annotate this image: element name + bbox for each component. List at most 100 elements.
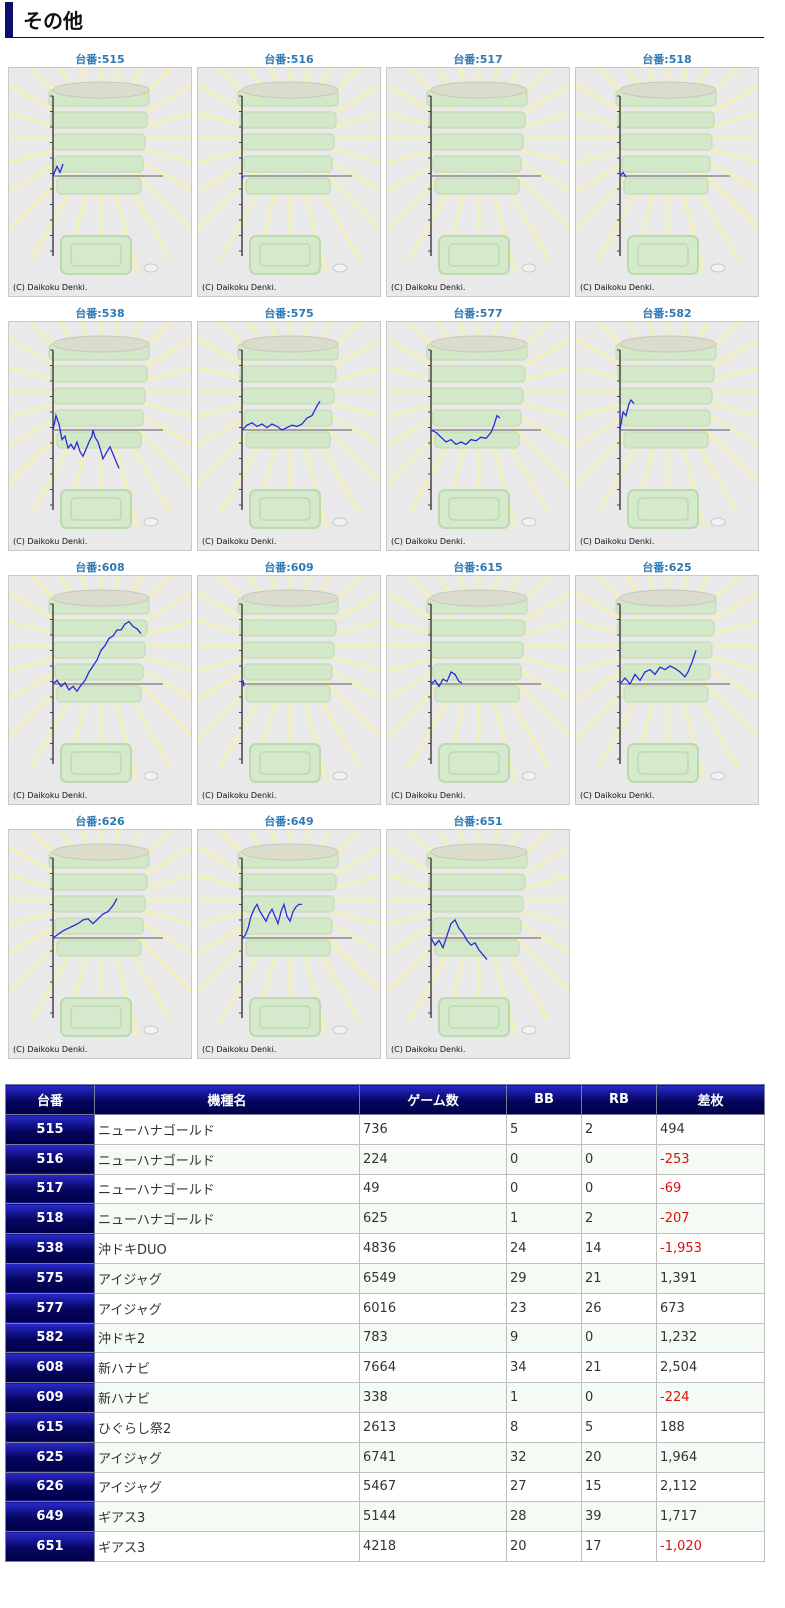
graph-title[interactable]: 台番:515 [75, 53, 125, 66]
bg-tray [432, 409, 522, 427]
graph-svg [198, 576, 380, 786]
bg-tray [239, 619, 337, 637]
cell-machine-no[interactable]: 515 [5, 1114, 95, 1145]
bg-ray [387, 400, 441, 419]
bg-coin [143, 1025, 159, 1035]
bg-ray [323, 338, 380, 374]
graph-card[interactable]: 台番:517 (C) Daikoku Denki. [386, 48, 570, 301]
bg-ray [512, 338, 569, 374]
table-row: 582 沖ドキ2 783 9 0 1,232 [5, 1322, 765, 1354]
bg-box-inner [637, 497, 689, 521]
bg-ray [9, 400, 63, 419]
graph-title[interactable]: 台番:517 [453, 53, 503, 66]
graph-title[interactable]: 台番:577 [453, 307, 503, 320]
bg-tray-top [430, 81, 528, 99]
cell-games: 6016 [359, 1292, 507, 1324]
bg-ray [134, 918, 191, 954]
table-row: 649 ギアス3 5144 28 39 1,717 [5, 1501, 765, 1533]
cell-machine-no[interactable]: 517 [5, 1173, 95, 1205]
graph-card[interactable]: 台番:538 (C) Daikoku Denki. [8, 302, 192, 555]
graph-card[interactable]: 台番:651 (C) Daikoku Denki. [386, 810, 570, 1063]
bg-ray [576, 410, 635, 447]
cell-model-name: ニューハナゴールド [94, 1203, 360, 1235]
cell-model-name: ひぐらし祭2 [94, 1411, 360, 1443]
cell-machine-no[interactable]: 575 [5, 1262, 95, 1294]
cell-machine-no[interactable]: 615 [5, 1411, 95, 1443]
cell-machine-no[interactable]: 538 [5, 1233, 95, 1264]
graph-card[interactable]: 台番:582 (C) Daikoku Denki. [575, 302, 759, 555]
cell-machine-no[interactable]: 516 [5, 1143, 95, 1175]
graph-frame: (C) Daikoku Denki. [575, 575, 759, 805]
cell-rb: 0 [581, 1382, 657, 1413]
bg-tray [241, 133, 335, 151]
graph-title[interactable]: 台番:649 [264, 815, 314, 828]
bg-ray [128, 165, 191, 231]
bg-ray [387, 654, 441, 673]
graph-title[interactable]: 台番:582 [642, 307, 692, 320]
bg-ray [576, 619, 630, 638]
bg-ray [517, 654, 569, 672]
bg-ray [387, 845, 446, 882]
cell-machine-no[interactable]: 651 [5, 1531, 95, 1562]
cell-rb: 39 [581, 1501, 657, 1533]
graph-title[interactable]: 台番:615 [453, 561, 503, 574]
cell-bb: 34 [506, 1352, 582, 1384]
bg-ray [576, 83, 635, 120]
graph-copyright: (C) Daikoku Denki. [13, 283, 88, 292]
bg-ray [706, 620, 758, 638]
cell-machine-no[interactable]: 649 [5, 1501, 95, 1533]
cell-bb: 1 [506, 1382, 582, 1413]
bg-ray [128, 927, 191, 993]
bg-tray [434, 177, 520, 195]
cell-rb: 2 [581, 1203, 657, 1235]
graph-card[interactable]: 台番:626 (C) Daikoku Denki. [8, 810, 192, 1063]
graph-card[interactable]: 台番:609 (C) Daikoku Denki. [197, 556, 381, 809]
graph-title[interactable]: 台番:626 [75, 815, 125, 828]
graph-card[interactable]: 台番:518 (C) Daikoku Denki. [575, 48, 759, 301]
cell-machine-no[interactable]: 608 [5, 1352, 95, 1384]
bg-ray [9, 146, 63, 165]
graph-title[interactable]: 台番:538 [75, 307, 125, 320]
graph-title[interactable]: 台番:518 [642, 53, 692, 66]
graph-card[interactable]: 台番:516 (C) Daikoku Denki. [197, 48, 381, 301]
graph-frame: (C) Daikoku Denki. [8, 67, 192, 297]
table-row: 608 新ハナビ 7664 34 21 2,504 [5, 1352, 765, 1384]
graph-card[interactable]: 台番:625 (C) Daikoku Denki. [575, 556, 759, 809]
bg-ray [198, 654, 252, 673]
graph-title[interactable]: 台番:609 [264, 561, 314, 574]
bg-tray [52, 895, 146, 913]
graph-line [241, 400, 321, 431]
bg-tray [428, 111, 526, 129]
cell-machine-no[interactable]: 626 [5, 1471, 95, 1503]
bg-ray [317, 165, 380, 231]
graph-card[interactable]: 台番:515 (C) Daikoku Denki. [8, 48, 192, 301]
bg-box-inner [259, 751, 311, 775]
graph-card[interactable]: 台番:608 (C) Daikoku Denki. [8, 556, 192, 809]
graph-title[interactable]: 台番:516 [264, 53, 314, 66]
graph-title[interactable]: 台番:575 [264, 307, 314, 320]
table-row: 538 沖ドキDUO 4836 24 14 -1,953 [5, 1233, 765, 1264]
bg-ray [328, 908, 380, 926]
cell-games: 736 [359, 1114, 507, 1145]
graph-title[interactable]: 台番:608 [75, 561, 125, 574]
graph-title[interactable]: 台番:651 [453, 815, 503, 828]
cell-machine-no[interactable]: 582 [5, 1322, 95, 1354]
graph-card[interactable]: 台番:577 (C) Daikoku Denki. [386, 302, 570, 555]
graph-card[interactable]: 台番:575 (C) Daikoku Denki. [197, 302, 381, 555]
bg-ray [198, 664, 257, 701]
graph-frame: (C) Daikoku Denki. [8, 829, 192, 1059]
cell-machine-no[interactable]: 577 [5, 1292, 95, 1324]
bg-ray [576, 146, 630, 165]
cell-difference: 673 [656, 1292, 765, 1324]
graph-card[interactable]: 台番:649 (C) Daikoku Denki. [197, 810, 381, 1063]
cell-machine-no[interactable]: 609 [5, 1382, 95, 1413]
graph-card[interactable]: 台番:615 (C) Daikoku Denki. [386, 556, 570, 809]
cell-machine-no[interactable]: 518 [5, 1203, 95, 1235]
bg-ray [328, 400, 380, 418]
cell-model-name: アイジャグ [94, 1262, 360, 1294]
cell-machine-no[interactable]: 625 [5, 1441, 95, 1473]
graph-copyright: (C) Daikoku Denki. [580, 537, 655, 546]
bg-box-inner [70, 243, 122, 267]
graph-title[interactable]: 台番:625 [642, 561, 692, 574]
